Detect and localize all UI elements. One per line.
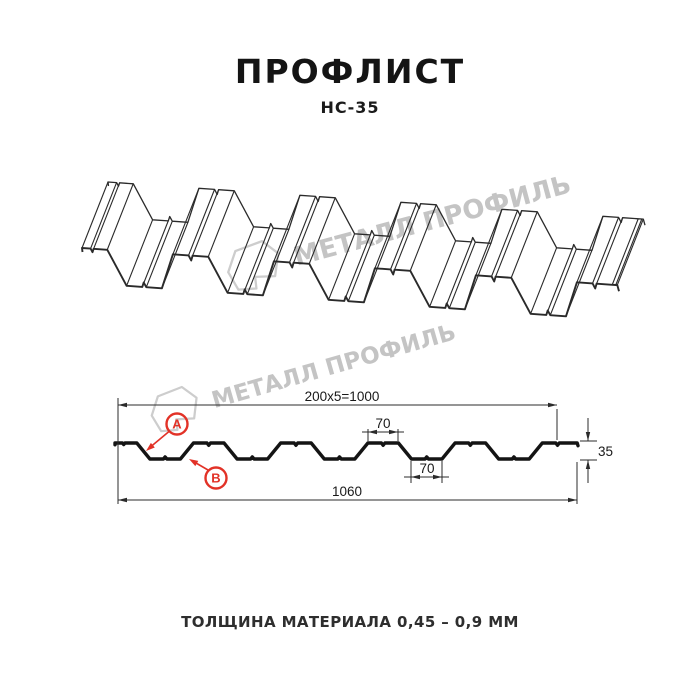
dim-overall-width-label: 1060	[332, 484, 362, 499]
dim-valley-width-label: 70	[419, 461, 434, 476]
profile-cross-section	[113, 441, 580, 461]
profile-code: НС-35	[320, 98, 380, 117]
callout-a-letter: A	[172, 417, 182, 432]
thickness-note: ТОЛЩИНА МАТЕРИАЛА 0,45 – 0,9 ММ	[181, 613, 519, 631]
dim-height-label: 35	[598, 444, 613, 459]
dim-pitch-label: 200x5=1000	[305, 389, 380, 404]
dimension-lines	[117, 398, 597, 504]
callout-b-letter: B	[211, 471, 220, 486]
profile-3d-view	[81, 181, 646, 318]
callout-a: A	[146, 412, 189, 451]
dim-crest-width-label: 70	[375, 416, 390, 431]
page-title: ПРОФЛИСТ	[234, 52, 466, 91]
callout-b: B	[189, 459, 228, 490]
